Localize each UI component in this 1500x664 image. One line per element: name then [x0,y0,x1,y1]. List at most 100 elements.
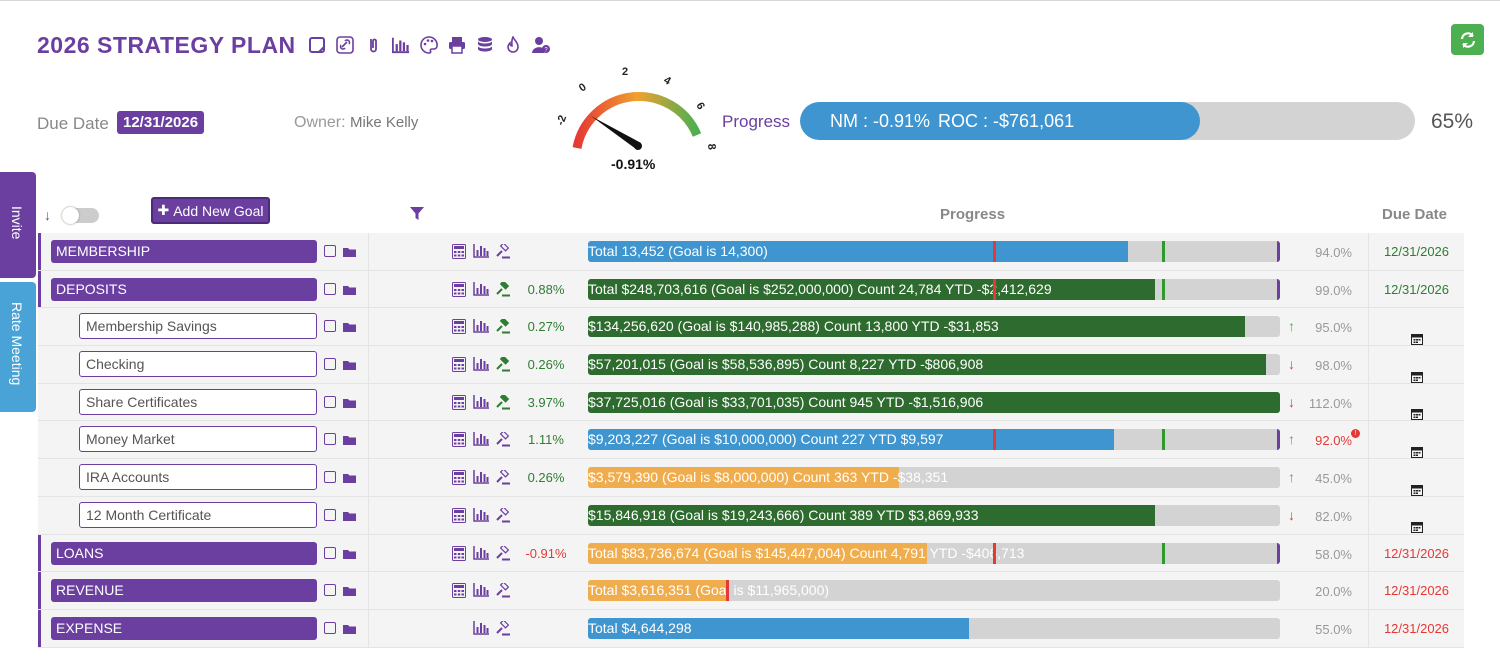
calculator-icon[interactable] [452,507,466,523]
goal-name-button[interactable]: 12 Month Certificate [79,501,317,528]
note-icon[interactable] [324,508,336,521]
goal-progress-bar[interactable]: $3,579,390 (Goal is $8,000,000) Count 36… [588,467,1280,489]
palette-icon[interactable] [420,35,438,55]
folder-icon[interactable] [343,584,357,597]
gavel-icon[interactable] [496,393,511,410]
gavel-icon[interactable] [496,430,511,447]
calculator-icon[interactable] [452,281,466,297]
bar-chart-icon[interactable] [473,281,489,296]
bar-chart-icon[interactable] [473,432,489,447]
goal-name-button[interactable]: MEMBERSHIP [51,240,317,263]
goal-name-button[interactable]: LOANS [51,541,317,565]
bar-chart-icon[interactable] [392,35,410,55]
note-icon[interactable] [324,320,336,333]
gavel-icon[interactable] [496,581,511,598]
note-icon[interactable] [308,35,326,55]
bar-chart-icon[interactable] [473,507,489,522]
calculator-icon[interactable] [452,583,466,599]
print-icon[interactable] [448,35,466,55]
gavel-icon[interactable] [496,242,511,259]
calendar-icon[interactable] [1410,510,1423,534]
goal-progress-bar[interactable]: $9,203,227 (Goal is $10,000,000) Count 2… [588,429,1280,451]
calculator-icon[interactable] [452,432,466,448]
rate-meeting-tab[interactable]: Rate Meeting [0,282,36,412]
note-icon[interactable] [324,621,336,634]
gavel-icon[interactable] [496,355,511,372]
goal-progress-bar[interactable]: Total $3,616,351 (Goal is $11,965,000) [588,580,1280,602]
invite-tab[interactable]: Invite [0,172,36,278]
folder-icon[interactable] [343,283,357,295]
calendar-icon[interactable] [1410,473,1423,496]
folder-icon[interactable] [343,509,357,521]
folder-icon[interactable] [343,320,357,333]
goal-name-button[interactable]: Share Certificates [79,388,317,415]
folder-icon[interactable] [343,433,357,446]
sort-down-icon[interactable]: ↓ [44,207,51,223]
note-icon[interactable] [324,433,336,446]
bar-chart-icon[interactable] [473,545,489,560]
folder-icon[interactable] [343,547,357,559]
goal-progress-bar[interactable]: Total $248,703,616 (Goal is $252,000,000… [588,278,1280,300]
calendar-icon[interactable] [1410,397,1423,421]
note-icon[interactable] [324,245,336,257]
calendar-icon[interactable] [1410,322,1423,345]
goal-name-button[interactable]: EXPENSE [51,616,317,640]
calculator-icon[interactable] [452,394,466,410]
bar-chart-icon[interactable] [473,244,489,258]
goal-name-button[interactable]: IRA Accounts [79,464,317,491]
note-icon[interactable] [324,584,336,597]
goal-name-button[interactable]: Membership Savings [79,313,317,340]
note-icon[interactable] [324,282,336,295]
goal-progress-bar[interactable]: Total 13,452 (Goal is 14,300) [588,241,1280,262]
fire-icon[interactable] [504,35,522,55]
goal-progress-bar[interactable]: Total $83,736,674 (Goal is $145,447,004)… [588,542,1280,564]
link-icon[interactable] [336,35,354,55]
gavel-icon[interactable] [496,279,511,297]
calculator-icon[interactable] [452,357,466,373]
refresh-button[interactable] [1451,24,1484,55]
goal-name-button[interactable]: REVENUE [51,579,317,603]
database-icon[interactable] [476,35,494,55]
goal-progress-bar[interactable]: $57,201,015 (Goal is $58,536,895) Count … [588,354,1280,376]
gavel-icon[interactable] [496,468,511,485]
goal-progress-bar[interactable]: $134,256,620 (Goal is $140,985,288) Coun… [588,316,1280,338]
bar-chart-icon[interactable] [473,470,489,484]
note-icon[interactable] [324,546,336,559]
add-new-goal-button[interactable]: ✚ Add New Goal [151,197,270,224]
calculator-icon[interactable] [452,470,466,486]
note-icon[interactable] [324,471,336,484]
goal-progress-bar[interactable]: $37,725,016 (Goal is $33,701,035) Count … [588,391,1280,413]
paperclip-icon[interactable] [364,35,382,55]
goal-name-button[interactable]: DEPOSITS [51,277,317,301]
due-date-badge[interactable]: 12/31/2026 [117,111,205,134]
folder-icon[interactable] [343,471,357,484]
bar-chart-icon[interactable] [473,583,489,597]
expand-toggle[interactable] [62,207,99,224]
goal-progress-bar[interactable]: Total $4,644,298 [588,617,1280,639]
gavel-icon[interactable] [496,619,511,636]
user-help-icon[interactable]: ? [532,35,550,55]
folder-icon[interactable] [343,245,357,257]
bar-chart-icon[interactable] [473,620,489,635]
note-icon[interactable] [324,358,336,371]
gavel-icon[interactable] [496,506,511,523]
goal-name-button[interactable]: Money Market [79,426,317,453]
goal-progress-bar[interactable]: $15,846,918 (Goal is $19,243,666) Count … [588,504,1280,526]
goal-progress-text: Total $248,703,616 (Goal is $252,000,000… [588,280,1052,297]
gavel-icon[interactable] [496,543,511,561]
bar-chart-icon[interactable] [473,357,489,371]
calculator-icon[interactable] [452,545,466,561]
goal-name-button[interactable]: Checking [79,351,317,378]
note-icon[interactable] [324,395,336,408]
bar-chart-icon[interactable] [473,394,489,409]
folder-icon[interactable] [343,358,357,371]
gavel-icon[interactable] [496,317,511,334]
calendar-icon[interactable] [1410,360,1423,383]
calculator-icon[interactable] [452,244,466,259]
bar-chart-icon[interactable] [473,319,489,334]
calendar-icon[interactable] [1410,435,1423,458]
folder-icon[interactable] [343,396,357,408]
filter-icon[interactable] [410,207,424,221]
calculator-icon[interactable] [452,319,466,335]
folder-icon[interactable] [343,622,357,634]
